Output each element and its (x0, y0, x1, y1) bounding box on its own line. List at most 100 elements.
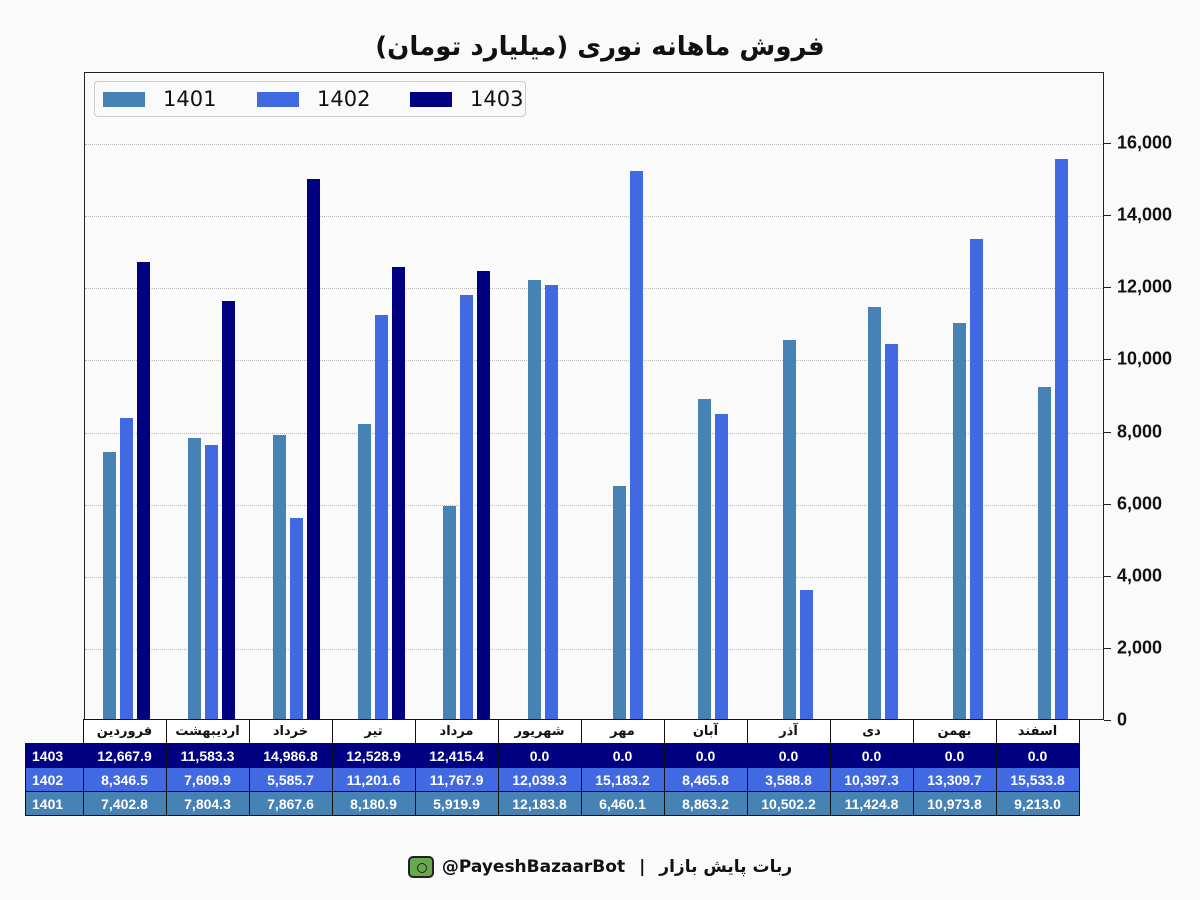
y-tick (1104, 215, 1111, 217)
y-tick-label: 12,000 (1117, 276, 1173, 297)
table-cell: 7,402.8 (82, 791, 167, 816)
table-month-header: اردیبهشت (165, 719, 250, 744)
table-cell: 5,585.7 (248, 767, 333, 792)
bar-1402 (970, 239, 983, 719)
table-month-header: فروردین (82, 719, 167, 744)
table-cell: 7,804.3 (165, 791, 250, 816)
y-tick-label: 8,000 (1117, 421, 1163, 441)
bar-1401 (868, 307, 881, 719)
y-tick (1104, 503, 1111, 505)
table-month-header: آذر (746, 719, 831, 744)
table-cell: 15,533.8 (995, 767, 1080, 792)
footer-separator: | (639, 857, 646, 877)
table-row: 1401 7,402.8 7,804.3 7,867.6 8,180.9 5,919.9 1… (25, 791, 1080, 816)
bar-1402 (885, 344, 898, 719)
gridline (85, 648, 1103, 650)
bar-1402 (1055, 158, 1068, 719)
table-cell: 0.0 (663, 743, 748, 768)
table-cell: 9,213.0 (995, 791, 1080, 816)
bar-1403 (477, 271, 490, 719)
chart-title: فروش ماهانه نوری (میلیارد تومان) (375, 32, 825, 62)
y-tick-label: 16,000 (1117, 132, 1173, 153)
table-corner (26, 720, 84, 744)
table-cell: 7,867.6 (248, 791, 333, 816)
table-cell: 10,397.3 (829, 767, 914, 792)
bar-1401 (783, 340, 796, 719)
table-cell: 12,528.9 (331, 743, 416, 768)
table-cell: 0.0 (497, 743, 582, 768)
bar-1401 (188, 437, 201, 719)
table-cell: 12,039.3 (497, 767, 582, 792)
bar-1402 (545, 284, 558, 719)
table-cell: 3,588.8 (746, 767, 831, 792)
plot-area (84, 72, 1104, 720)
table-month-header: اسفند (995, 719, 1080, 744)
table-cell: 8,346.5 (82, 767, 167, 792)
table-cell: 6,460.1 (580, 791, 665, 816)
y-tick-label: 10,000 (1117, 348, 1173, 369)
legend-label: 1403 (470, 87, 524, 111)
table-cell: 0.0 (912, 743, 997, 768)
table-cell: 8,465.8 (663, 767, 748, 792)
table-cell: 0.0 (995, 743, 1080, 768)
y-tick (1104, 647, 1111, 649)
table-month-header: دی (829, 719, 914, 744)
table-cell: 10,973.8 (912, 791, 997, 816)
table-cell: 5,919.9 (414, 791, 499, 816)
gridline (85, 360, 1103, 362)
y-tick (1104, 359, 1111, 361)
legend-swatch-1402 (257, 91, 299, 107)
bar-1403 (307, 178, 320, 719)
bar-1403 (392, 267, 405, 719)
gridline (85, 504, 1103, 506)
table-month-header: خرداد (248, 719, 333, 744)
table-month-header: شهریور (497, 719, 582, 744)
legend-item-1401: 1401 (103, 82, 216, 116)
table-cell: 0.0 (829, 743, 914, 768)
legend-label: 1402 (317, 87, 371, 111)
bar-1402 (120, 418, 133, 719)
table-cell: 8,863.2 (663, 791, 748, 816)
y-tick (1104, 720, 1111, 721)
table-cell: 12,415.4 (414, 743, 499, 768)
bar-1402 (460, 294, 473, 719)
y-tick-label: 2,000 (1117, 637, 1163, 658)
table-month-header: آبان (663, 719, 748, 744)
bar-1403 (137, 262, 150, 719)
table-month-header: مهر (580, 719, 665, 744)
bar-1402 (800, 589, 813, 719)
footer: @PayeshBazaarBot | ربات پایش بازار (0, 856, 1200, 878)
bot-monitor-icon (407, 856, 434, 878)
table-cell: 10,502.2 (746, 791, 831, 816)
table-cell: 12,667.9 (82, 743, 167, 768)
table-cell: 11,767.9 (414, 767, 499, 792)
bar-1401 (443, 505, 456, 719)
footer-handle: @PayeshBazaarBot (441, 857, 626, 877)
gridline (85, 144, 1103, 145)
table-cell: 8,180.9 (331, 791, 416, 816)
legend-swatch-1403 (410, 91, 452, 107)
table-row: 1402 8,346.5 7,609.9 5,585.7 11,201.6 11,767.… (25, 767, 1080, 792)
bar-1402 (205, 444, 218, 719)
data-table: فروردین اردیبهشت خرداد تیر مرداد شهریور مهر آبا… (25, 719, 1080, 816)
footer-bot-name: ربات پایش بازار (659, 857, 793, 877)
bar-1401 (273, 435, 286, 719)
table-row-label: 1402 (25, 767, 84, 792)
gridline (85, 432, 1103, 434)
table-row-label: 1401 (25, 791, 84, 816)
y-tick-label: 0 (1117, 709, 1128, 730)
table-cell: 13,309.7 (912, 767, 997, 792)
bar-1401 (358, 423, 371, 719)
table-cell: 0.0 (580, 743, 665, 768)
table-cell: 7,609.9 (165, 767, 250, 792)
table-row: 1403 12,667.9 11,583.3 14,986.8 12,528.9 12,4… (25, 743, 1080, 768)
bar-1401 (528, 279, 541, 719)
legend-item-1403: 1403 (410, 82, 523, 116)
table-cell: 11,424.8 (829, 791, 914, 816)
bar-1402 (375, 315, 388, 719)
gridline (85, 288, 1103, 290)
table-month-header: بهمن (912, 719, 997, 744)
y-tick-label: 6,000 (1117, 493, 1163, 514)
table-cell: 0.0 (746, 743, 831, 768)
table-cell: 12,183.8 (497, 791, 582, 816)
